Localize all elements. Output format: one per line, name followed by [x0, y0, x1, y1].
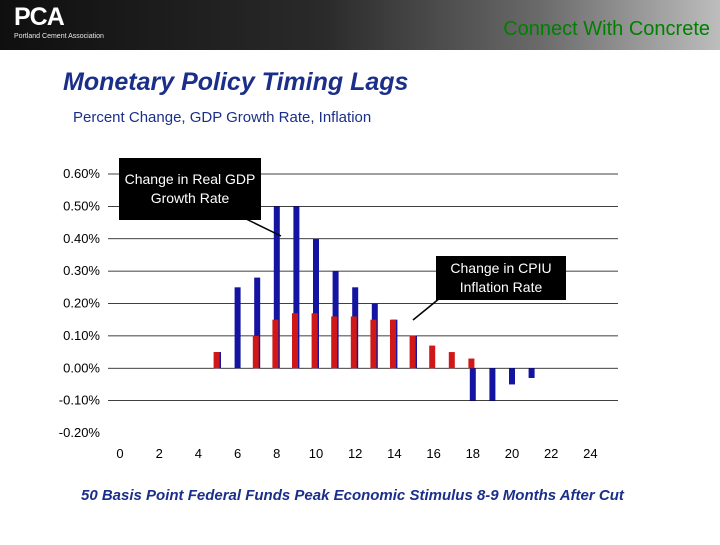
x-tick-label: 8	[273, 446, 280, 461]
slide-title: Monetary Policy Timing Lags	[63, 68, 409, 96]
header-bar: PCA Portland Cement Association Connect …	[0, 0, 720, 50]
cpi-bar	[468, 358, 475, 369]
y-tick-label: 0.50%	[63, 198, 100, 213]
cpi-bar	[350, 316, 357, 369]
cpi-bar	[311, 313, 318, 369]
cpi-bar	[429, 345, 436, 369]
logo-mark: PCA	[14, 3, 65, 31]
cpi-bar	[331, 316, 338, 369]
cpi-bar	[292, 313, 298, 369]
cpi-bar	[213, 352, 220, 369]
x-tick-label: 0	[116, 446, 123, 461]
x-tick-label: 12	[348, 446, 362, 461]
cpi-bar	[448, 352, 455, 369]
x-tick-label: 20	[505, 446, 519, 461]
gdp-bar	[234, 287, 241, 369]
tagline: Connect With Concrete	[503, 18, 710, 40]
chart-subtitle: Percent Change, GDP Growth Rate, Inflati…	[73, 109, 372, 126]
cpi-callout-pointer	[412, 297, 441, 321]
cpi-callout: Change in CPIU Inflation Rate	[436, 256, 566, 300]
cpi-bar	[370, 319, 377, 369]
cpi-bar	[252, 335, 259, 369]
y-tick-label: 0.00%	[63, 360, 100, 375]
x-tick-label: 24	[583, 446, 597, 461]
pca-logo: PCA Portland Cement Association	[14, 2, 104, 41]
x-tick-label: 2	[156, 446, 163, 461]
x-tick-label: 6	[234, 446, 241, 461]
x-tick-label: 22	[544, 446, 558, 461]
y-tick-label: 0.60%	[63, 166, 100, 181]
gdp-bar	[489, 368, 496, 401]
x-tick-label: 16	[426, 446, 440, 461]
gdp-bar	[273, 206, 280, 369]
x-tick-label: 18	[466, 446, 480, 461]
x-tick-label: 10	[309, 446, 323, 461]
cpi-bar	[390, 319, 396, 369]
gdp-bar	[509, 368, 515, 385]
gdp-callout: Change in Real GDP Growth Rate	[119, 158, 261, 220]
x-tick-label: 4	[195, 446, 202, 461]
y-tick-label: -0.20%	[59, 425, 101, 440]
footer-note: 50 Basis Point Federal Funds Peak Econom…	[81, 487, 624, 504]
y-tick-label: 0.40%	[63, 231, 100, 246]
y-tick-label: -0.10%	[59, 393, 101, 408]
logo-subtitle: Portland Cement Association	[14, 33, 104, 40]
gdp-bar	[293, 206, 300, 369]
x-tick-label: 14	[387, 446, 401, 461]
gdp-bar	[313, 238, 319, 369]
gdp-bar	[469, 368, 476, 401]
y-tick-label: 0.30%	[63, 263, 100, 278]
cpi-bar	[272, 319, 279, 369]
y-tick-label: 0.20%	[63, 296, 100, 311]
cpi-bar	[409, 335, 416, 369]
gdp-bar	[528, 368, 535, 378]
gdp-bar	[254, 277, 261, 369]
y-tick-label: 0.10%	[63, 328, 100, 343]
gdp-callout-pointer	[243, 217, 282, 237]
